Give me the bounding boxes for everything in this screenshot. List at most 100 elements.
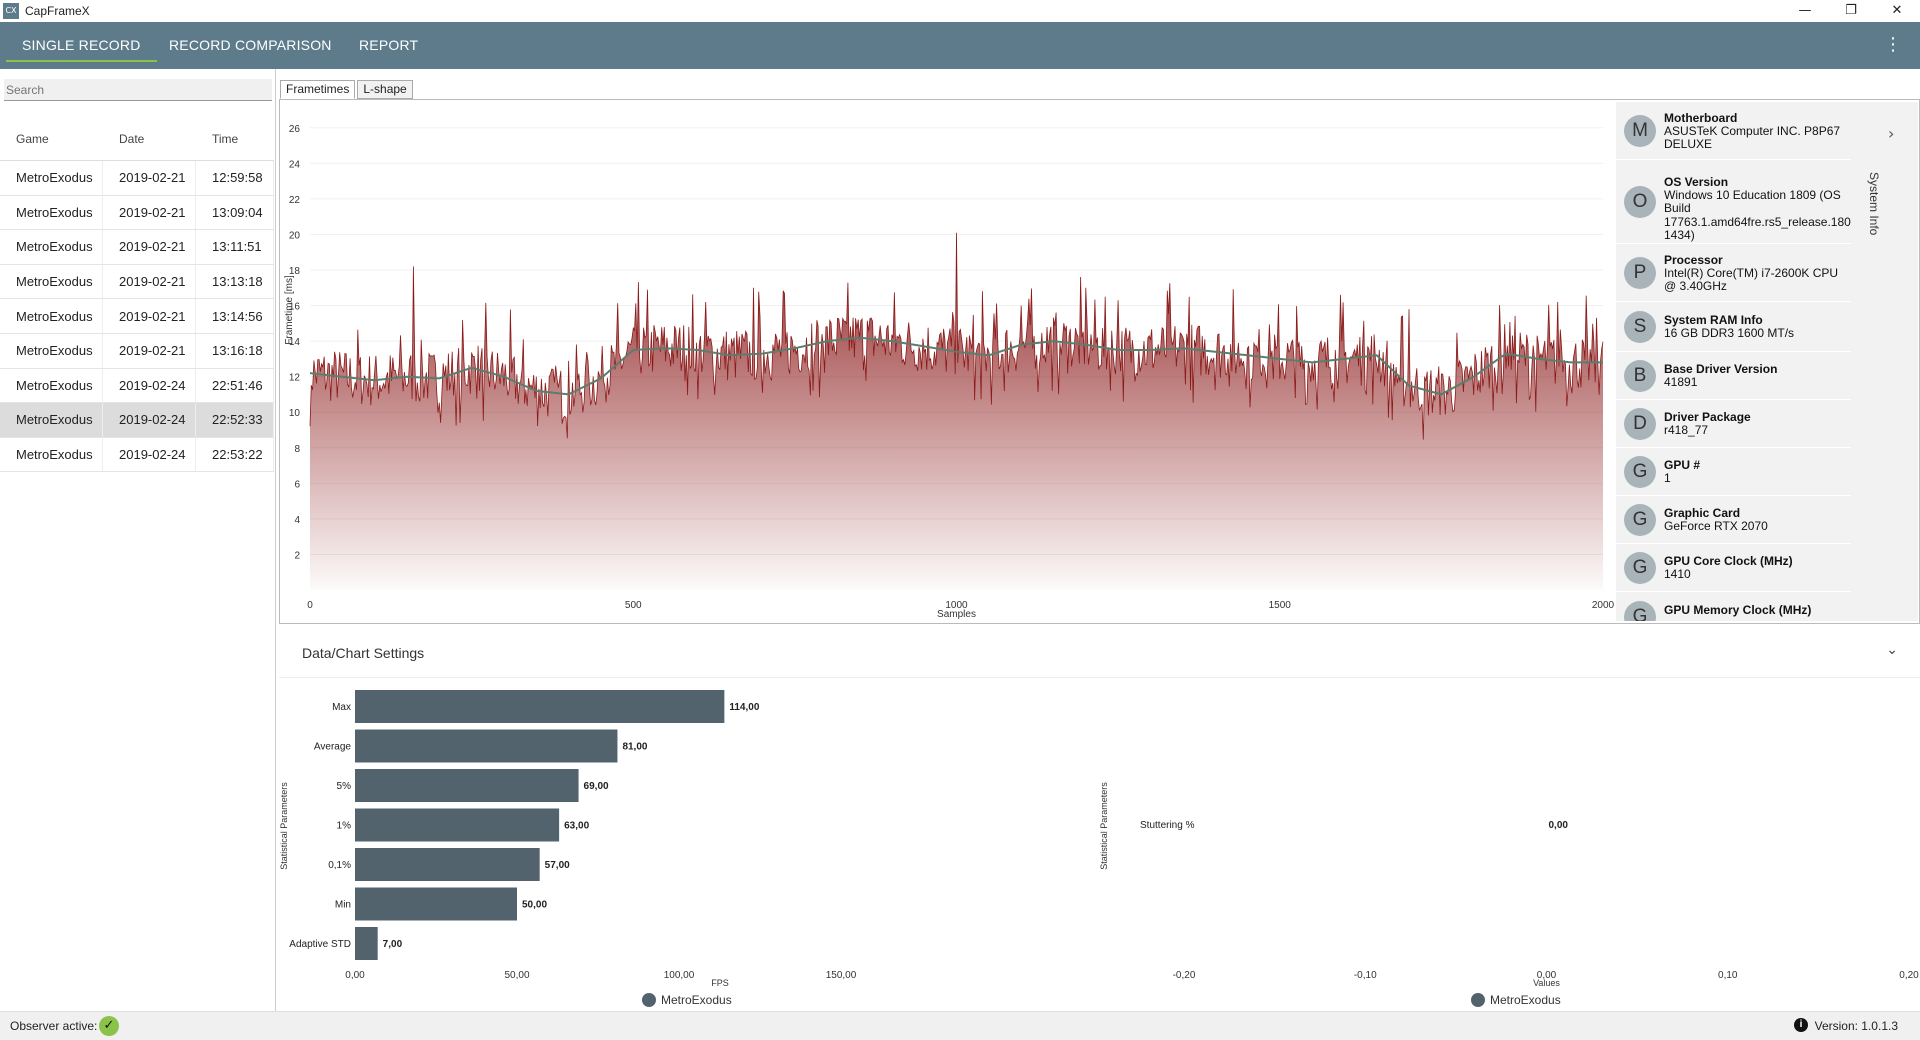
system-info-value: 1410 [1664,567,1691,582]
y-tick-label: 8 [294,444,300,455]
data-label: 69,00 [584,781,609,792]
chevron-right-icon[interactable]: › [1888,124,1895,143]
tab-single-record[interactable]: SINGLE RECORD [6,22,156,69]
tab-record-comparison[interactable]: RECORD COMPARISON [169,37,332,53]
record-list-panel: Game Date Time MetroExodus2019-02-2112:5… [0,69,276,1011]
data-chart-settings-expander[interactable]: Data/Chart Settings ⌄ [279,628,1920,678]
chevron-down-icon[interactable]: ⌄ [1886,642,1898,658]
date-cell: 2019-02-21 [103,299,196,333]
search-input[interactable] [4,79,272,101]
game-cell: MetroExodus [0,195,103,230]
y-tick-label: 6 [294,479,300,490]
system-info-value: ASUSTeK Computer INC. P8P67 DELUXE [1664,123,1841,151]
time-cell: 22:51:46 [196,368,274,403]
bar [355,887,517,921]
table-row[interactable]: MetroExodus 2019-02-21 13:13:18 [0,264,274,300]
avatar: G [1624,456,1656,488]
table-row[interactable]: MetroExodus 2019-02-21 12:59:58 [0,161,274,196]
more-menu-icon[interactable]: ⋮ [1884,34,1902,55]
system-info-item: P Processor Intel(R) Core(TM) i7-2600K CPU… [1616,244,1851,302]
tab-l-shape[interactable]: L-shape [357,80,413,99]
system-info-item: B Base Driver Version 41891 [1616,352,1851,400]
bar [355,769,579,802]
system-info-label: GPU # [1664,458,1701,473]
avatar: D [1624,408,1656,440]
observer-status-label: Observer active: [10,1019,98,1033]
frametime-area [310,232,1603,590]
bar [355,690,725,723]
game-cell: MetroExodus [0,230,103,264]
data-label: 50,00 [522,900,547,911]
records-table: Game Date Time MetroExodus 2019-02-21 12:5… [0,117,274,473]
app-logo-icon: CX [3,3,19,19]
category-label: Max [332,702,351,713]
table-row[interactable]: MetroExodus 2019-02-21 13:11:51 [0,230,274,265]
statistics-panel: Max 114,00 Average 81,00 5% 69,00 1% 63,00 0,1% 5… [279,684,1920,1010]
game-cell: MetroExodus [0,264,103,299]
tab-frametimes[interactable]: Frametimes [280,80,356,99]
tab-report[interactable]: REPORT [359,37,419,53]
y-tick-label: 4 [294,515,300,526]
y-tick-label: 24 [289,159,301,170]
date-cell: 2019-02-21 [103,264,196,299]
y-tick-label: 20 [289,230,301,241]
table-row[interactable]: MetroExodus 2019-02-24 22:53:22 [0,437,274,473]
x-tick-label: 100,00 [664,970,695,981]
x-tick-label: 0,10 [1718,970,1738,981]
table-row[interactable]: MetroExodus 2019-02-21 13:14:56 [0,299,274,334]
fps-statistics-chart: Max 114,00 Average 81,00 5% 69,00 1% 63,00 0,1% 5… [279,690,857,1007]
system-info-toggle[interactable]: › System Info [1851,102,1918,621]
y-tick-label: 2 [294,550,300,561]
bar [355,927,378,960]
category-label: 5% [337,781,352,792]
system-info-value: 1 [1664,471,1671,486]
table-row[interactable]: MetroExodus 2019-02-24 22:52:33 [0,403,274,438]
column-header-date[interactable]: Date [119,131,145,146]
info-icon[interactable]: i [1794,1018,1808,1032]
system-info-value: GeForce RTX 2070 [1664,519,1768,534]
check-icon: ✓ [99,1016,119,1036]
system-info-label: GPU Core Clock (MHz) [1664,554,1793,569]
legend-label: MetroExodus [1490,993,1561,1007]
date-cell: 2019-02-21 [103,161,196,195]
time-cell: 13:11:51 [196,230,274,264]
x-tick-label: 0,00 [345,970,365,981]
system-info-label: GPU Memory Clock (MHz) [1664,603,1812,618]
y-tick-label: 26 [289,124,301,135]
window-title: CapFrameX [25,4,90,18]
category-label: Min [335,900,351,911]
system-info-item: G GPU Memory Clock (MHz) [1616,592,1851,621]
bar [355,729,618,763]
category-label: Average [314,742,352,753]
x-tick-label: 0,00 [1537,970,1557,981]
date-cell: 2019-02-21 [103,333,196,368]
column-header-time[interactable]: Time [212,131,239,146]
system-info-label: Processor [1664,252,1723,267]
maximize-button[interactable]: ❐ [1845,3,1857,18]
date-cell: 2019-02-24 [103,368,196,403]
avatar: P [1624,257,1656,289]
table-row[interactable]: MetroExodus 2019-02-21 13:09:04 [0,195,274,231]
data-label: 114,00 [729,702,759,713]
close-button[interactable]: ✕ [1891,3,1903,18]
avatar: G [1624,601,1656,621]
version-label: Version: 1.0.1.3 [1814,1019,1898,1033]
table-row[interactable]: MetroExodus 2019-02-24 22:51:46 [0,368,274,404]
system-info-label: Driver Package [1664,410,1751,425]
time-cell: 13:09:04 [196,195,274,230]
table-row[interactable]: MetroExodus 2019-02-21 13:16:18 [0,333,274,369]
x-tick-label: 50,00 [504,970,529,981]
bar [355,808,560,842]
system-info-item: G GPU #1 [1616,448,1851,496]
stuttering-chart: Stuttering % 0,00 -0,20 -0,10 0,00 0,10 0,20 Va… [1099,782,1919,1007]
minimize-button[interactable]: — [1798,3,1812,18]
column-header-game[interactable]: Game [16,131,49,146]
x-tick-label: -0,10 [1354,970,1377,981]
system-info-value: 41891 [1664,375,1698,390]
legend-marker [1471,993,1485,1007]
system-info-label: Graphic Card [1664,506,1741,521]
time-cell: 13:13:18 [196,264,274,299]
x-tick-label: -0,20 [1173,970,1196,981]
y-axis-label: Statistical Parameters [1099,782,1109,870]
